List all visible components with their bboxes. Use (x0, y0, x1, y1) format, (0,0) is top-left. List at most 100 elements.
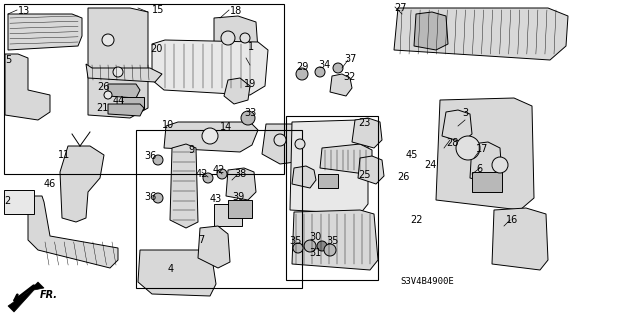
Circle shape (203, 173, 213, 183)
Circle shape (456, 136, 480, 160)
Polygon shape (8, 282, 44, 312)
Text: 36: 36 (144, 151, 156, 161)
Text: 5: 5 (5, 55, 12, 65)
Text: 22: 22 (410, 215, 422, 225)
Circle shape (492, 157, 508, 173)
Text: 29: 29 (296, 62, 308, 72)
Bar (286, 116, 378, 280)
Circle shape (217, 169, 227, 179)
Circle shape (104, 91, 112, 99)
Circle shape (317, 241, 327, 251)
Polygon shape (214, 16, 258, 62)
Polygon shape (86, 64, 162, 82)
Circle shape (324, 244, 336, 256)
Text: 17: 17 (476, 144, 488, 154)
Polygon shape (394, 8, 568, 60)
Text: 6: 6 (476, 164, 482, 174)
Text: 15: 15 (152, 5, 164, 15)
Text: 7: 7 (198, 235, 204, 245)
Polygon shape (470, 142, 502, 184)
Text: 13: 13 (18, 6, 30, 16)
Polygon shape (224, 78, 250, 104)
Text: 16: 16 (506, 215, 518, 225)
Bar (136, 130, 302, 288)
Circle shape (315, 67, 325, 77)
Text: 10: 10 (162, 120, 174, 130)
Bar (4, 190, 34, 214)
Circle shape (304, 240, 316, 252)
Text: 43: 43 (210, 194, 222, 204)
Text: 4: 4 (168, 264, 174, 274)
Polygon shape (352, 118, 382, 148)
Bar (318, 174, 338, 188)
Circle shape (240, 33, 250, 43)
Polygon shape (152, 40, 268, 95)
Text: FR.: FR. (40, 290, 58, 300)
Text: S3V4B4900E: S3V4B4900E (400, 277, 454, 286)
Circle shape (296, 68, 308, 80)
Circle shape (241, 111, 255, 125)
Polygon shape (198, 226, 230, 268)
Polygon shape (108, 104, 144, 116)
Polygon shape (320, 144, 372, 174)
Bar (214, 204, 242, 226)
Text: 38: 38 (234, 169, 246, 179)
Text: 45: 45 (406, 150, 419, 160)
Text: 26: 26 (97, 82, 109, 92)
Bar (228, 200, 252, 218)
Polygon shape (330, 74, 352, 96)
Text: 11: 11 (58, 150, 70, 160)
Text: 23: 23 (358, 118, 371, 128)
Circle shape (221, 31, 235, 45)
Circle shape (153, 155, 163, 165)
Circle shape (333, 63, 343, 73)
Text: 14: 14 (220, 122, 232, 132)
Polygon shape (108, 84, 140, 98)
Text: 37: 37 (344, 54, 356, 64)
Text: 39: 39 (232, 192, 244, 202)
Text: 3: 3 (462, 108, 468, 118)
Circle shape (293, 243, 303, 253)
Text: 42: 42 (196, 169, 209, 179)
Text: 20: 20 (150, 44, 163, 54)
Text: 9: 9 (188, 145, 194, 155)
Text: 26: 26 (397, 172, 410, 182)
Polygon shape (8, 14, 82, 50)
Polygon shape (292, 210, 378, 270)
Text: 28: 28 (446, 138, 458, 148)
Polygon shape (170, 144, 198, 228)
Bar (472, 172, 502, 192)
Text: 25: 25 (358, 170, 371, 180)
Polygon shape (60, 146, 104, 222)
Polygon shape (88, 8, 148, 118)
Circle shape (113, 67, 123, 77)
Polygon shape (262, 124, 314, 164)
Bar (122, 97, 144, 109)
Polygon shape (292, 166, 316, 188)
Polygon shape (138, 250, 216, 296)
Polygon shape (492, 208, 548, 270)
Polygon shape (5, 54, 50, 120)
Text: 24: 24 (424, 160, 436, 170)
Text: 46: 46 (44, 179, 56, 189)
Circle shape (202, 128, 218, 144)
Circle shape (295, 139, 305, 149)
Text: 1: 1 (248, 42, 254, 52)
Text: 33: 33 (244, 108, 256, 118)
Polygon shape (442, 110, 472, 142)
Text: 30: 30 (309, 232, 321, 242)
Text: 34: 34 (318, 60, 330, 70)
Text: 32: 32 (343, 72, 355, 82)
Polygon shape (436, 98, 534, 210)
Circle shape (102, 34, 114, 46)
Bar (4, 4, 284, 174)
Text: 31: 31 (309, 248, 321, 258)
Polygon shape (414, 12, 448, 50)
Text: 21: 21 (96, 103, 108, 113)
Text: 18: 18 (230, 6, 243, 16)
Polygon shape (164, 122, 258, 152)
Circle shape (153, 193, 163, 203)
Text: 27: 27 (394, 3, 406, 13)
Text: 44: 44 (113, 96, 125, 106)
Text: 19: 19 (244, 79, 256, 89)
